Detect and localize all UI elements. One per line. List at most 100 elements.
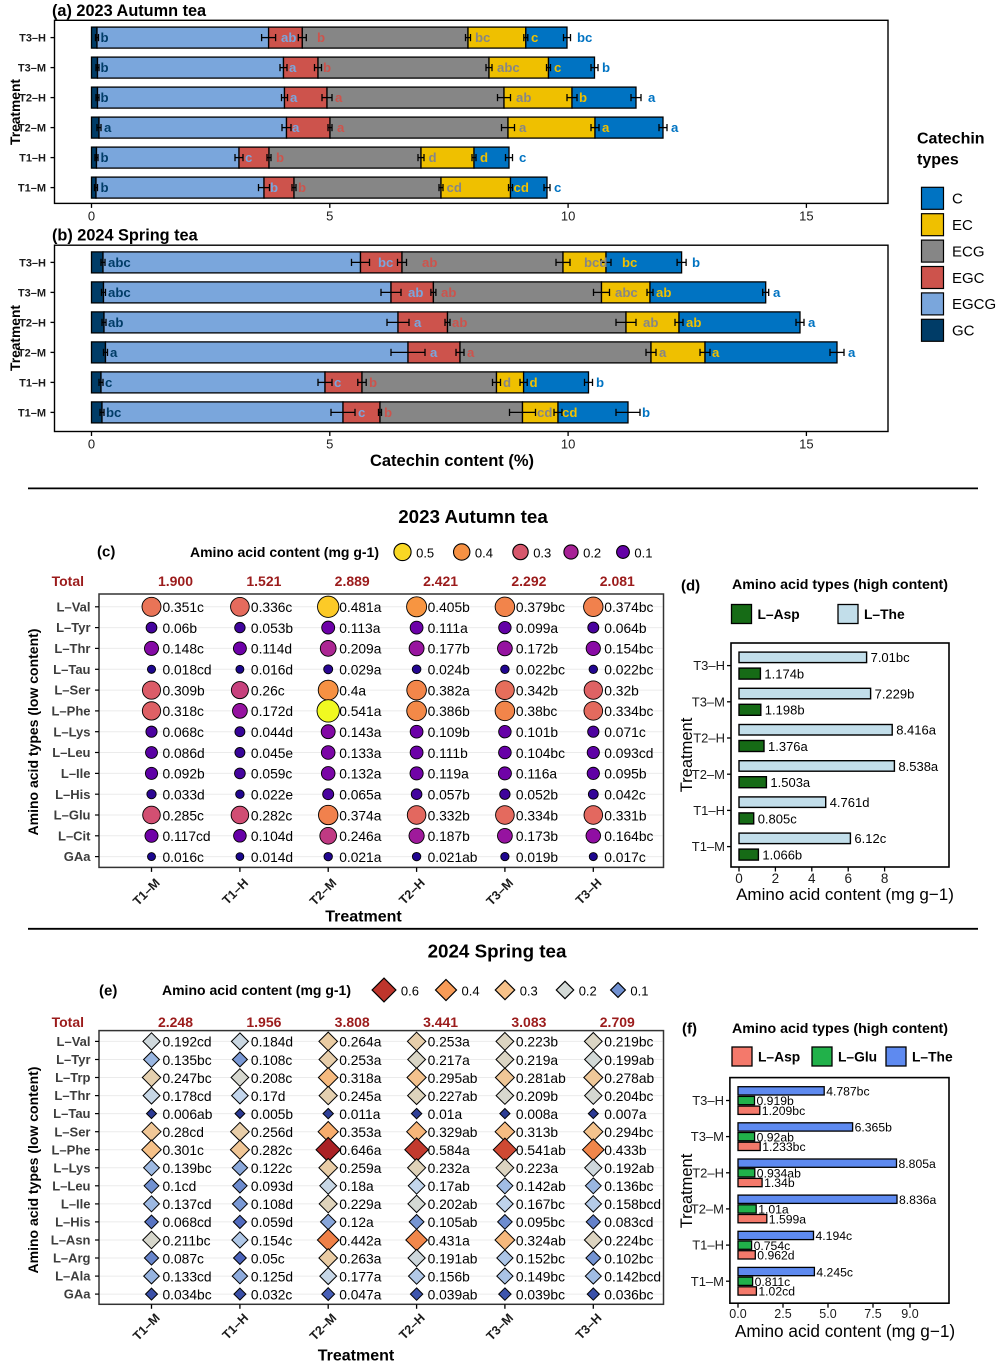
svg-text:L–Leu: L–Leu — [52, 745, 90, 760]
svg-text:T2–H: T2–H — [19, 92, 46, 104]
svg-text:0.442a: 0.442a — [339, 1233, 382, 1248]
svg-text:bcd: bcd — [584, 255, 607, 270]
svg-text:bc: bc — [475, 30, 490, 45]
svg-text:b: b — [101, 90, 109, 105]
svg-text:T2–H: T2–H — [692, 1165, 724, 1180]
svg-text:L–Trp: L–Trp — [55, 1070, 90, 1085]
svg-text:c: c — [554, 180, 561, 195]
svg-text:Amino acid types (low content): Amino acid types (low content) — [25, 629, 41, 836]
svg-text:b: b — [596, 375, 604, 390]
svg-text:0.247bc: 0.247bc — [163, 1071, 212, 1086]
svg-text:0.295ab: 0.295ab — [428, 1071, 478, 1086]
svg-text:abc: abc — [108, 285, 131, 300]
svg-text:bc: bc — [378, 255, 393, 270]
svg-text:Amino acid types (low content): Amino acid types (low content) — [25, 1067, 41, 1274]
svg-text:0.024b: 0.024b — [428, 663, 471, 678]
svg-text:b: b — [692, 255, 700, 270]
svg-text:0.919b: 0.919b — [757, 1094, 794, 1108]
svg-text:0.4: 0.4 — [475, 546, 493, 561]
svg-text:L–Cit: L–Cit — [58, 828, 91, 843]
svg-text:0.217a: 0.217a — [428, 1053, 471, 1068]
svg-text:0.047a: 0.047a — [339, 1287, 382, 1302]
svg-text:0.281ab: 0.281ab — [516, 1071, 566, 1086]
svg-text:(e): (e) — [99, 982, 117, 999]
svg-text:T2–M: T2–M — [18, 347, 46, 359]
svg-text:1.174b: 1.174b — [764, 666, 804, 681]
svg-text:cd: cd — [562, 405, 577, 420]
svg-text:Treatment: Treatment — [678, 717, 696, 792]
svg-text:0.405b: 0.405b — [428, 600, 471, 615]
svg-text:0.154c: 0.154c — [251, 1233, 293, 1248]
svg-text:0.38bc: 0.38bc — [516, 704, 558, 719]
svg-text:b: b — [317, 30, 325, 45]
svg-text:0.045e: 0.045e — [251, 746, 294, 761]
svg-text:0.111a: 0.111a — [428, 621, 468, 636]
svg-text:0.156b: 0.156b — [428, 1269, 471, 1284]
svg-text:0.059c: 0.059c — [251, 767, 293, 782]
svg-text:0.087c: 0.087c — [163, 1251, 205, 1266]
svg-text:0.034bc: 0.034bc — [163, 1287, 212, 1302]
svg-text:0.209a: 0.209a — [339, 642, 382, 657]
svg-text:0.318c: 0.318c — [163, 704, 205, 719]
svg-text:T3–M: T3–M — [18, 62, 46, 74]
svg-text:0.092b: 0.092b — [163, 767, 206, 782]
svg-text:ECG: ECG — [952, 243, 985, 260]
svg-text:0.223a: 0.223a — [516, 1161, 559, 1176]
svg-text:4.787bc: 4.787bc — [826, 1085, 869, 1099]
svg-text:L–Asp: L–Asp — [758, 1049, 800, 1064]
svg-text:L–Leu: L–Leu — [52, 1178, 90, 1193]
svg-text:0.351c: 0.351c — [163, 600, 205, 615]
svg-text:0.541ab: 0.541ab — [516, 1143, 566, 1158]
svg-text:4.194c: 4.194c — [816, 1229, 853, 1243]
svg-text:1.900: 1.900 — [158, 573, 193, 589]
svg-text:0.3: 0.3 — [533, 546, 551, 561]
svg-text:c: c — [358, 405, 365, 420]
svg-text:c: c — [334, 375, 341, 390]
svg-text:T1–H: T1–H — [692, 1238, 724, 1253]
svg-text:0.014d: 0.014d — [251, 850, 293, 865]
svg-text:Total: Total — [52, 573, 84, 589]
svg-text:ab: ab — [441, 285, 456, 300]
svg-text:T2–M: T2–M — [691, 1201, 724, 1216]
svg-text:b: b — [101, 150, 109, 165]
svg-text:c: c — [519, 150, 526, 165]
svg-text:0.022e: 0.022e — [251, 788, 294, 803]
svg-text:3.441: 3.441 — [423, 1014, 458, 1030]
svg-text:8: 8 — [881, 871, 889, 886]
svg-text:0.117cd: 0.117cd — [163, 829, 211, 844]
svg-text:0.382a: 0.382a — [428, 683, 471, 698]
svg-text:(d): (d) — [681, 577, 700, 594]
svg-text:L–Tau: L–Tau — [53, 1106, 90, 1121]
svg-text:0.12a: 0.12a — [339, 1215, 374, 1230]
svg-text:0.019b: 0.019b — [516, 850, 559, 865]
svg-text:0.007a: 0.007a — [604, 1107, 647, 1122]
svg-text:6.365b: 6.365b — [855, 1121, 892, 1135]
svg-text:0.962d: 0.962d — [757, 1248, 794, 1262]
svg-text:EGCG: EGCG — [952, 296, 996, 313]
svg-text:0.282c: 0.282c — [251, 1143, 293, 1158]
svg-text:0.18a: 0.18a — [339, 1179, 374, 1194]
svg-text:0.431a: 0.431a — [428, 1233, 471, 1248]
svg-text:2024 Spring tea: 2024 Spring tea — [428, 941, 567, 962]
svg-text:0.135bc: 0.135bc — [163, 1053, 212, 1068]
svg-text:0.92ab: 0.92ab — [757, 1130, 794, 1144]
svg-text:Treatment: Treatment — [8, 305, 23, 371]
svg-text:T1–M: T1–M — [18, 182, 46, 194]
svg-text:1.066b: 1.066b — [762, 847, 802, 862]
svg-text:0.158bcd: 0.158bcd — [604, 1197, 661, 1212]
svg-text:0.104d: 0.104d — [251, 829, 293, 844]
svg-text:0.1: 0.1 — [630, 984, 648, 999]
svg-text:T1–H: T1–H — [19, 152, 46, 164]
svg-text:Catechin content (%): Catechin content (%) — [370, 452, 534, 470]
svg-text:a: a — [808, 315, 816, 330]
svg-text:a: a — [671, 120, 679, 135]
svg-text:0.102bc: 0.102bc — [604, 1251, 653, 1266]
svg-text:0.199ab: 0.199ab — [604, 1053, 654, 1068]
svg-text:0.209b: 0.209b — [516, 1089, 559, 1104]
svg-text:L–The: L–The — [864, 607, 905, 622]
svg-text:a: a — [467, 345, 475, 360]
svg-text:Amino acid types (high content: Amino acid types (high content) — [732, 1021, 948, 1037]
svg-text:0.253a: 0.253a — [339, 1053, 382, 1068]
svg-text:0.116a: 0.116a — [516, 767, 558, 782]
svg-text:0.125d: 0.125d — [251, 1269, 293, 1284]
